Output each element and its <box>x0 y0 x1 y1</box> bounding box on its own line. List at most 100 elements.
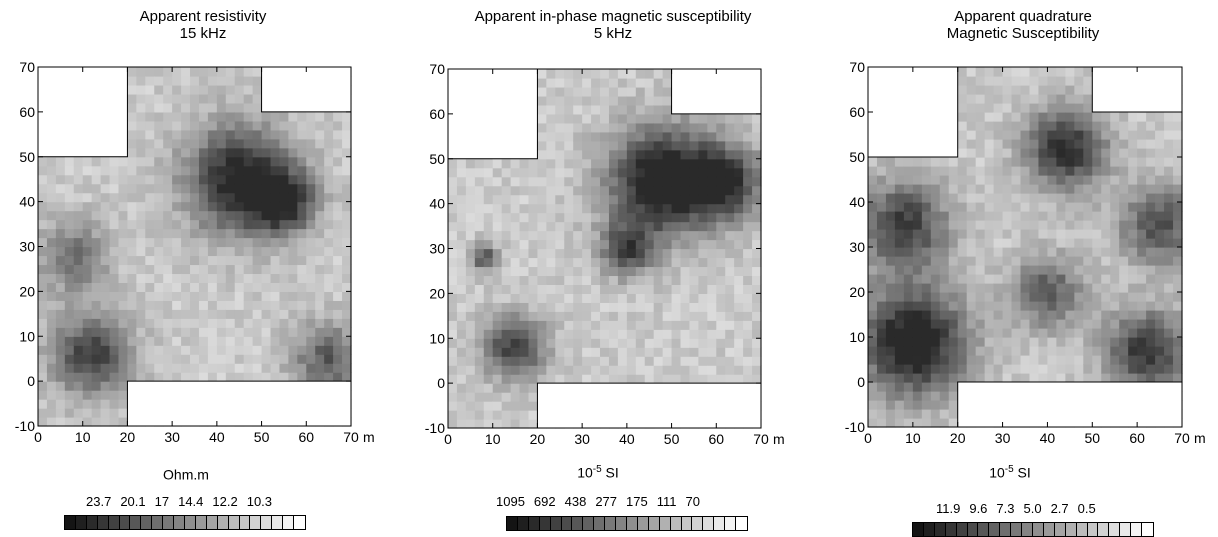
heatmap-cell <box>483 320 494 330</box>
heatmap-cell <box>930 328 941 338</box>
heatmap-cell <box>662 284 673 294</box>
heatmap-cell <box>198 300 209 310</box>
heatmap-cell <box>671 131 682 142</box>
heatmap-cell <box>38 390 48 400</box>
heatmap-cell <box>216 165 227 176</box>
heatmap-cell <box>1155 121 1165 131</box>
heatmap-cell <box>73 219 84 230</box>
heatmap-cell <box>1110 310 1120 320</box>
heatmap-cell <box>483 185 494 196</box>
heatmap-cell <box>270 111 281 122</box>
heatmap-cell <box>975 373 986 383</box>
heatmap-cell <box>939 310 950 320</box>
heatmap-cell <box>644 266 655 277</box>
heatmap-cell <box>600 158 610 169</box>
heatmap-cell <box>617 140 628 151</box>
heatmap-cell <box>1074 175 1084 185</box>
heatmap-cell <box>474 320 485 330</box>
heatmap-cell <box>617 131 628 142</box>
heatmap-cell <box>465 401 476 411</box>
heatmap-cell <box>948 328 959 338</box>
heatmap-cell <box>653 69 664 79</box>
heatmap-cell <box>930 247 941 257</box>
heatmap-cell <box>1020 355 1031 365</box>
heatmap-cell <box>1164 166 1174 176</box>
heatmap-cell <box>868 283 878 293</box>
heatmap-cell <box>680 293 691 303</box>
heatmap-cell <box>342 201 352 212</box>
heatmap-cell <box>743 347 753 357</box>
heatmap-cell <box>743 122 753 133</box>
heatmap-cell <box>644 284 655 294</box>
heatmap-cell <box>948 193 959 203</box>
heatmap-cell <box>1101 112 1111 122</box>
heatmap-cell <box>46 156 57 167</box>
heatmap-cell <box>1002 76 1013 86</box>
heatmap-cell <box>172 282 182 292</box>
heatmap-cell <box>537 212 547 223</box>
heatmap-cell <box>492 329 503 339</box>
color-scale-swatch <box>507 517 518 530</box>
heatmap-cell <box>38 273 48 283</box>
heatmap-cell <box>342 111 352 122</box>
heatmap-cell <box>939 220 950 230</box>
heatmap-cell <box>145 174 155 185</box>
heatmap-cell <box>207 372 218 382</box>
heatmap-cell <box>172 210 182 221</box>
heatmap-cell <box>465 176 476 187</box>
heatmap-cell <box>680 266 691 277</box>
heatmap-cell <box>342 219 352 230</box>
heatmap-cell <box>644 194 655 205</box>
heatmap-cell <box>1146 166 1156 176</box>
heatmap-cell <box>1137 157 1147 167</box>
heatmap-cell <box>1065 157 1075 167</box>
heatmap-cell <box>207 93 218 104</box>
heatmap-cell <box>38 264 48 275</box>
heatmap-cell <box>1164 247 1174 257</box>
heatmap-cell <box>234 237 245 248</box>
heatmap-cell <box>456 194 467 205</box>
heatmap-cell <box>118 309 129 319</box>
heatmap-cell <box>591 185 601 196</box>
heatmap-cell <box>448 167 458 178</box>
x-tick-label: 20 <box>120 429 136 445</box>
heatmap-cell <box>537 86 547 97</box>
heatmap-cell <box>725 158 735 169</box>
heatmap-cell <box>279 264 289 275</box>
heatmap-cell <box>680 158 691 169</box>
heatmap-cell <box>181 363 191 373</box>
color-scale-swatch <box>626 517 638 530</box>
heatmap-cell <box>1083 184 1093 194</box>
heatmap-cell <box>483 194 494 205</box>
heatmap-cell <box>136 300 146 310</box>
heatmap-cell <box>608 86 619 97</box>
heatmap-cell <box>582 320 592 330</box>
heatmap-cell <box>225 336 236 346</box>
heatmap-cell <box>868 202 878 212</box>
heatmap-cell <box>617 365 628 375</box>
heatmap-cell <box>1146 157 1156 167</box>
heatmap-cell <box>465 338 476 348</box>
heatmap-cell <box>662 95 673 106</box>
heatmap-cell <box>64 399 75 409</box>
heatmap-cell <box>546 257 556 268</box>
heatmap-cell <box>163 363 173 373</box>
heatmap-cell <box>644 329 655 339</box>
heatmap-cell <box>546 185 556 196</box>
heatmap-cell <box>91 264 102 275</box>
heatmap-cell <box>716 311 726 321</box>
heatmap-cell <box>912 256 923 266</box>
heatmap-cell <box>225 345 236 355</box>
heatmap-cell <box>528 230 539 241</box>
heatmap-cell <box>1092 130 1102 140</box>
heatmap-cell <box>279 300 289 310</box>
heatmap-cell <box>975 265 986 275</box>
heatmap-cell <box>653 284 664 294</box>
heatmap-cell <box>252 363 263 373</box>
heatmap-cell <box>297 309 307 319</box>
heatmap-cell <box>172 67 182 77</box>
heatmap-cell <box>190 354 200 364</box>
heatmap-cell <box>73 246 84 257</box>
heatmap-cell <box>136 192 146 203</box>
heatmap-cell <box>903 238 914 248</box>
